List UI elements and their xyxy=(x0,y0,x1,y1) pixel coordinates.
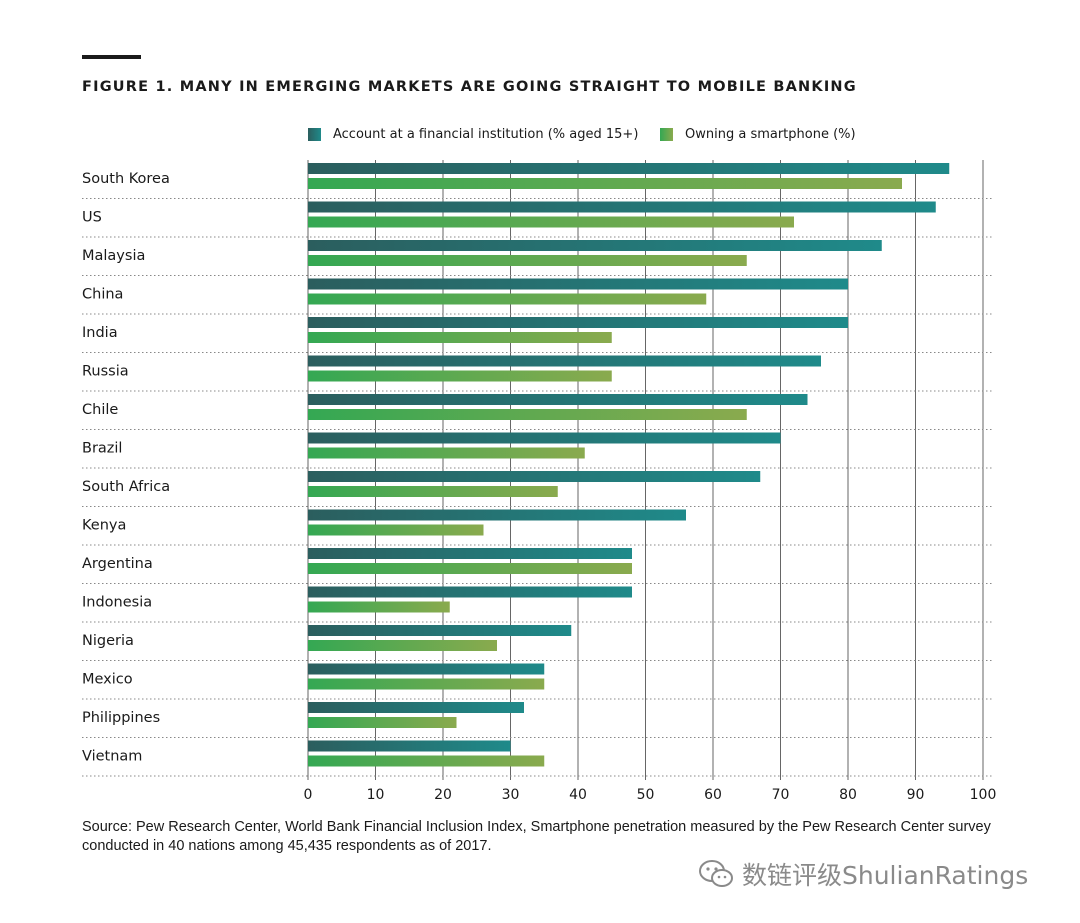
category-labels: South Korea US Malaysia China India Russia Chi… xyxy=(82,171,170,765)
bar-smartphone xyxy=(308,524,484,536)
bar-account xyxy=(308,625,572,636)
bar-smartphone xyxy=(308,178,902,189)
bar-smartphone xyxy=(308,255,747,266)
bar-account xyxy=(308,702,524,713)
x-tick-label: 10 xyxy=(367,787,385,803)
x-tick-label: 50 xyxy=(637,787,655,803)
bars xyxy=(308,163,950,767)
category-label: Nigeria xyxy=(82,633,134,649)
x-tick-label: 80 xyxy=(839,787,857,803)
top-rule xyxy=(82,55,141,59)
bar-account xyxy=(308,394,808,405)
x-tick-label: 90 xyxy=(907,787,925,803)
bar-smartphone xyxy=(308,486,558,497)
bar-account xyxy=(308,432,781,444)
category-label: Malaysia xyxy=(82,248,145,264)
watermark-text: 数链评级ShulianRatings xyxy=(742,861,1029,890)
bar-account xyxy=(308,740,511,752)
bar-account xyxy=(308,663,545,675)
bar-account xyxy=(308,163,950,174)
bar-smartphone xyxy=(308,717,457,728)
category-label: Brazil xyxy=(82,441,122,457)
wechat-icon xyxy=(699,860,733,887)
category-label: Argentina xyxy=(82,556,153,572)
category-label: South Africa xyxy=(82,479,170,495)
category-label: Vietnam xyxy=(82,749,142,765)
bar-account xyxy=(308,586,632,598)
bar-account xyxy=(308,240,882,251)
legend-label-smartphone: Owning a smartphone (%) xyxy=(685,127,856,142)
x-tick-label: 20 xyxy=(434,787,452,803)
category-label: Mexico xyxy=(82,672,133,688)
bar-account xyxy=(308,278,848,290)
bar-smartphone xyxy=(308,216,794,228)
category-label: Chile xyxy=(82,402,118,418)
x-tick-label: 100 xyxy=(970,787,997,803)
legend-label-account: Account at a financial institution (% ag… xyxy=(333,127,639,142)
watermark: 数链评级ShulianRatings xyxy=(698,856,1028,892)
bar-account xyxy=(308,471,761,482)
category-label: Kenya xyxy=(82,518,126,534)
x-tick-label: 40 xyxy=(569,787,587,803)
bar-smartphone xyxy=(308,332,612,343)
legend-swatch-smartphone xyxy=(660,128,673,141)
category-label: Indonesia xyxy=(82,595,152,611)
bar-account xyxy=(308,355,821,367)
category-label: Philippines xyxy=(82,710,160,726)
category-label: South Korea xyxy=(82,171,170,187)
bar-smartphone xyxy=(308,678,545,690)
category-label: Russia xyxy=(82,364,129,380)
x-tick-label: 30 xyxy=(502,787,520,803)
figure-title: FIGURE 1. MANY IN EMERGING MARKETS ARE G… xyxy=(82,79,857,95)
x-tick-label: 70 xyxy=(772,787,790,803)
legend-swatch-account xyxy=(308,128,321,141)
bar-account xyxy=(308,201,936,213)
legend-item-account: Account at a financial institution (% ag… xyxy=(308,127,638,142)
bar-smartphone xyxy=(308,370,612,382)
bar-account xyxy=(308,317,848,328)
category-label: China xyxy=(82,287,123,303)
x-tick-label: 60 xyxy=(704,787,722,803)
bar-smartphone xyxy=(308,601,450,613)
bar-account xyxy=(308,509,686,521)
category-label: India xyxy=(82,325,118,341)
source-note: Source: Pew Research Center, World Bank … xyxy=(82,819,991,854)
bar-chart: South Korea US Malaysia China India Russia Chi… xyxy=(82,160,997,803)
bar-smartphone xyxy=(308,640,497,651)
legend-item-smartphone: Owning a smartphone (%) xyxy=(660,127,856,142)
x-axis-ticks: 0 10 20 30 40 50 60 70 80 90 100 xyxy=(304,787,997,803)
category-label: US xyxy=(82,210,102,226)
bar-smartphone xyxy=(308,409,747,420)
bar-smartphone xyxy=(308,755,545,767)
bar-smartphone xyxy=(308,447,585,459)
x-tick-label: 0 xyxy=(304,787,313,803)
bar-smartphone xyxy=(308,293,707,305)
bar-account xyxy=(308,548,632,559)
bar-smartphone xyxy=(308,563,632,574)
